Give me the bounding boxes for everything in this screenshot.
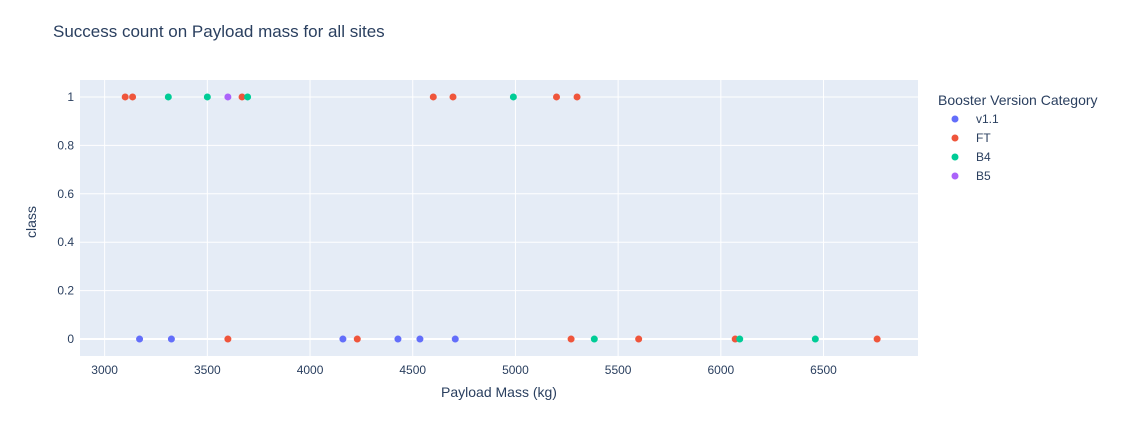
y-tick-label: 0.2 bbox=[57, 284, 74, 298]
data-points bbox=[121, 93, 881, 343]
data-point[interactable] bbox=[449, 93, 457, 101]
x-tick-label: 3500 bbox=[194, 363, 221, 377]
data-point[interactable] bbox=[164, 93, 172, 101]
legend-marker bbox=[951, 172, 959, 180]
legend-marker bbox=[951, 153, 959, 161]
legend-label: v1.1 bbox=[976, 112, 999, 126]
legend-title: Booster Version Category bbox=[938, 92, 1098, 108]
data-point[interactable] bbox=[736, 335, 744, 343]
data-point[interactable] bbox=[129, 93, 137, 101]
data-point[interactable] bbox=[224, 335, 232, 343]
data-point[interactable] bbox=[167, 335, 175, 343]
legend-item[interactable]: v1.1 bbox=[951, 112, 1000, 126]
data-point[interactable] bbox=[873, 335, 881, 343]
data-point[interactable] bbox=[553, 93, 561, 101]
data-point[interactable] bbox=[635, 335, 643, 343]
legend-marker bbox=[951, 134, 959, 142]
data-point[interactable] bbox=[353, 335, 361, 343]
x-axis-ticks: 3000 3500 4000 4500 5000 5500 6000 6500 bbox=[91, 363, 837, 377]
series-b5 bbox=[224, 93, 232, 101]
legend-item[interactable]: FT bbox=[951, 131, 992, 145]
y-tick-label: 0.6 bbox=[57, 187, 74, 201]
legend-label: FT bbox=[976, 131, 991, 145]
x-tick-label: 6000 bbox=[707, 363, 734, 377]
x-tick-label: 5000 bbox=[502, 363, 529, 377]
x-tick-label: 4000 bbox=[297, 363, 324, 377]
legend: Booster Version Category v1.1 FT B4 B5 bbox=[938, 92, 1098, 183]
data-point[interactable] bbox=[394, 335, 402, 343]
legend-label: B5 bbox=[976, 169, 991, 183]
legend-item[interactable]: B4 bbox=[951, 150, 992, 164]
data-point[interactable] bbox=[416, 335, 424, 343]
data-point[interactable] bbox=[811, 335, 819, 343]
data-point[interactable] bbox=[339, 335, 347, 343]
data-point[interactable] bbox=[136, 335, 144, 343]
series-b4 bbox=[164, 93, 819, 343]
y-tick-label: 0.8 bbox=[57, 138, 74, 152]
x-tick-label: 4500 bbox=[399, 363, 426, 377]
plot-area[interactable] bbox=[80, 80, 918, 356]
data-point[interactable] bbox=[573, 93, 581, 101]
data-point[interactable] bbox=[590, 335, 598, 343]
data-point[interactable] bbox=[121, 93, 129, 101]
data-point[interactable] bbox=[429, 93, 437, 101]
y-tick-label: 1 bbox=[67, 90, 74, 104]
y-axis-ticks: 0 0.2 0.4 0.6 0.8 1 bbox=[57, 90, 74, 346]
legend-label: B4 bbox=[976, 150, 991, 164]
data-point[interactable] bbox=[567, 335, 575, 343]
x-tick-label: 3000 bbox=[91, 363, 118, 377]
series-ft bbox=[121, 93, 881, 343]
x-axis-title: Payload Mass (kg) bbox=[441, 384, 557, 400]
data-point[interactable] bbox=[224, 93, 232, 101]
x-tick-label: 5500 bbox=[605, 363, 632, 377]
y-tick-label: 0.4 bbox=[57, 235, 74, 249]
data-point[interactable] bbox=[509, 93, 517, 101]
chart-title: Success count on Payload mass for all si… bbox=[53, 22, 385, 41]
data-point[interactable] bbox=[451, 335, 459, 343]
data-point[interactable] bbox=[238, 93, 246, 101]
legend-item[interactable]: B5 bbox=[951, 169, 992, 183]
gridlines bbox=[80, 80, 918, 356]
series-v1-1 bbox=[136, 335, 459, 343]
legend-marker bbox=[951, 115, 959, 123]
data-point[interactable] bbox=[244, 93, 252, 101]
data-point[interactable] bbox=[203, 93, 211, 101]
y-tick-label: 0 bbox=[67, 332, 74, 346]
x-tick-label: 6500 bbox=[810, 363, 837, 377]
y-axis-title: class bbox=[23, 206, 39, 238]
